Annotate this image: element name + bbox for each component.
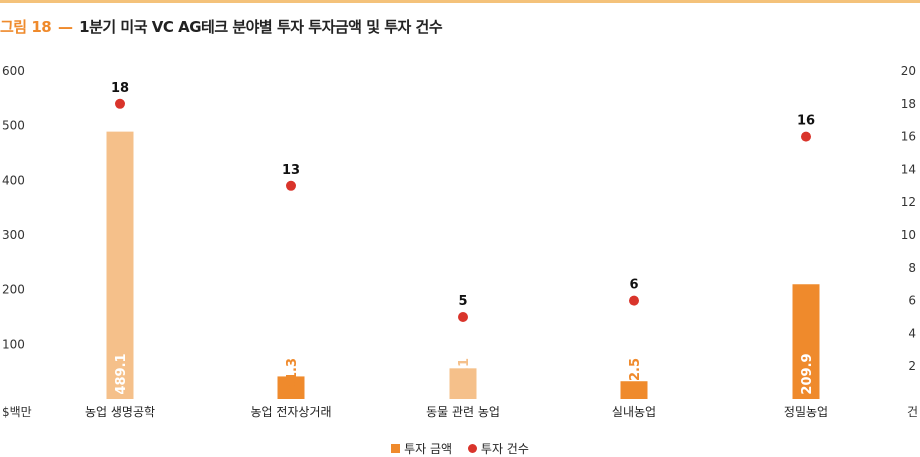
left-axis-tick-600: 600 — [2, 64, 25, 78]
count-label-4: 16 — [797, 114, 815, 129]
right-axis-tick-2: 2 — [908, 359, 916, 373]
category-label-1: 농업 전자상거래 — [250, 405, 331, 419]
legend-label-amount: 투자 금액 — [404, 442, 453, 456]
bar-value-label-0: 489.1 — [114, 353, 129, 394]
right-axis-tick-18: 18 — [901, 97, 916, 111]
count-label-2: 5 — [458, 294, 467, 309]
category-label-3: 실내농업 — [612, 405, 656, 419]
count-label-1: 13 — [282, 163, 300, 178]
right-axis-tick-12: 12 — [901, 195, 916, 209]
right-axis-tick-10: 10 — [901, 228, 916, 242]
right-axis-tick-20: 20 — [901, 64, 916, 78]
top-accent-rule — [0, 0, 920, 3]
bar-value-label-2: 56.1 — [457, 358, 472, 390]
bar-value-label-4: 209.9 — [800, 353, 815, 394]
right-axis-tick-6: 6 — [908, 294, 916, 308]
category-label-2: 동물 관련 농업 — [426, 405, 500, 419]
figure-number: 그림 18 — [0, 18, 52, 36]
title-text: 1분기 미국 VC AG테크 분야별 투자 투자금액 및 투자 건수 — [79, 18, 443, 36]
bar-0 — [106, 131, 134, 399]
left-axis-tick-300: 300 — [2, 228, 25, 242]
bar-3 — [620, 381, 648, 399]
legend-label-count: 투자 건수 — [480, 442, 529, 456]
right-axis-tick-4: 4 — [908, 326, 916, 340]
count-dot-2 — [458, 312, 468, 322]
left-axis-tick-500: 500 — [2, 119, 25, 133]
legend-item-count: 투자 건수 — [467, 440, 529, 457]
legend-swatch-dot — [467, 444, 477, 453]
count-dot-1 — [286, 180, 296, 191]
bar-4 — [792, 284, 820, 399]
bar-2 — [449, 368, 477, 399]
chart-title: 그림 18 — 1분기 미국 VC AG테크 분야별 투자 투자금액 및 투자 … — [0, 16, 443, 37]
count-label-3: 6 — [629, 278, 638, 293]
right-axis-unit: 건 — [907, 405, 918, 419]
legend-item-amount: 투자 금액 — [391, 440, 452, 457]
right-axis-tick-16: 16 — [901, 130, 916, 144]
bar-value-label-1: 41.3 — [285, 358, 300, 390]
legend-swatch-bar — [391, 444, 401, 453]
right-axis-tick-14: 14 — [901, 162, 916, 176]
count-dot-4 — [801, 131, 811, 142]
bar-1 — [277, 376, 305, 399]
bar-value-label-3: 32.5 — [628, 358, 643, 390]
legend: 투자 금액 투자 건수 — [0, 440, 920, 457]
right-axis-tick-8: 8 — [908, 261, 916, 275]
title-dash: — — [57, 18, 73, 36]
left-axis-tick-400: 400 — [2, 173, 25, 187]
count-label-0: 18 — [111, 81, 129, 96]
count-dot-3 — [629, 295, 639, 306]
count-dot-0 — [115, 98, 125, 109]
category-label-4: 정밀농업 — [784, 405, 828, 419]
left-axis-unit: $백만 — [2, 405, 32, 419]
left-axis-tick-200: 200 — [2, 283, 25, 297]
left-axis-tick-100: 100 — [2, 337, 25, 351]
category-label-0: 농업 생명공학 — [85, 405, 155, 419]
